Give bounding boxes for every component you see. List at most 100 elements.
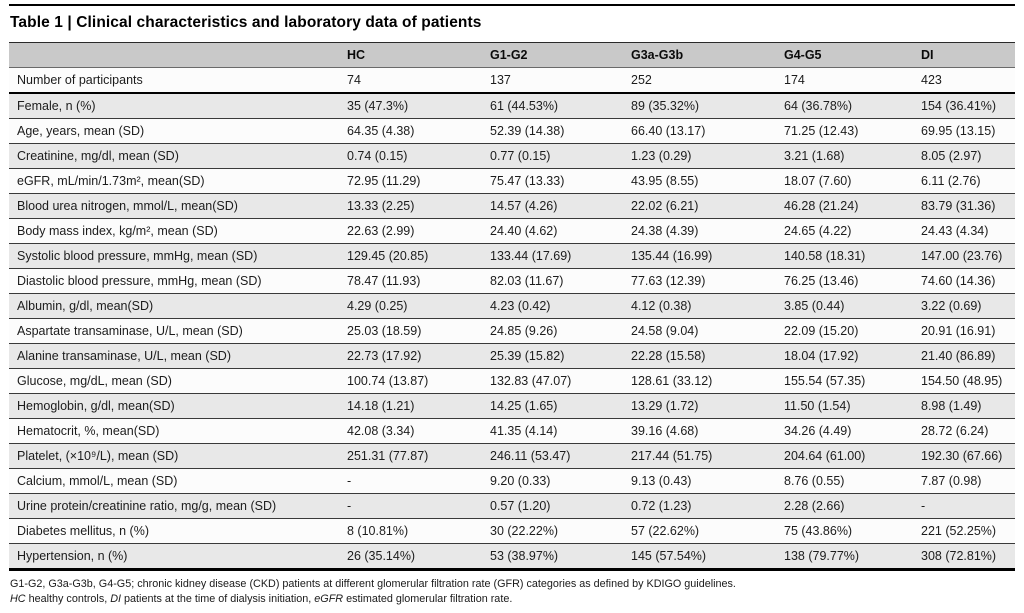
column-header: G1-G2 (482, 42, 623, 68)
data-cell: 22.28 (15.58) (623, 343, 776, 369)
data-cell: 11.50 (1.54) (776, 393, 913, 419)
data-cell: 43.95 (8.55) (623, 168, 776, 194)
data-cell: 133.44 (17.69) (482, 243, 623, 269)
row-label: Aspartate transaminase, U/L, mean (SD) (9, 318, 339, 344)
data-cell: 76.25 (13.46) (776, 268, 913, 294)
header-row: HC G1-G2 G3a-G3b G4-G5 DI (9, 42, 1015, 68)
table-title: Table 1 | Clinical characteristics and l… (10, 14, 482, 31)
data-cell: 8.76 (0.55) (776, 468, 913, 494)
row-label: Diastolic blood pressure, mmHg, mean (SD… (9, 268, 339, 294)
table-row: Glucose, mg/dL, mean (SD) 100.74 (13.87) 1… (9, 368, 1015, 394)
data-cell: 25.39 (15.82) (482, 343, 623, 369)
table-row: Creatinine, mg/dl, mean (SD) 0.74 (0.15) 0… (9, 143, 1015, 169)
data-cell: 14.57 (4.26) (482, 193, 623, 219)
data-cell: 204.64 (61.00) (776, 443, 913, 469)
table-row: Blood urea nitrogen, mmol/L, mean(SD) 13.… (9, 193, 1015, 219)
data-cell: 82.03 (11.67) (482, 268, 623, 294)
column-header-empty (9, 42, 339, 68)
data-cell: 132.83 (47.07) (482, 368, 623, 394)
data-cell: 14.18 (1.21) (339, 393, 482, 419)
row-label: Albumin, g/dl, mean(SD) (9, 293, 339, 319)
data-cell: 221 (52.25%) (913, 518, 1015, 544)
data-cell: 0.74 (0.15) (339, 143, 482, 169)
data-cell: 53 (38.97%) (482, 543, 623, 570)
row-label: Diabetes mellitus, n (%) (9, 518, 339, 544)
data-cell: 25.03 (18.59) (339, 318, 482, 344)
row-label: Creatinine, mg/dl, mean (SD) (9, 143, 339, 169)
column-header: G4-G5 (776, 42, 913, 68)
data-cell: 20.91 (16.91) (913, 318, 1015, 344)
data-cell: 24.40 (4.62) (482, 218, 623, 244)
data-cell: 18.04 (17.92) (776, 343, 913, 369)
footnote-text: patients at the time of dialysis initiat… (121, 593, 315, 606)
data-cell: 147.00 (23.76) (913, 243, 1015, 269)
table-footnotes: G1-G2, G3a-G3b, G4-G5; chronic kidney di… (9, 571, 1015, 607)
column-header: DI (913, 42, 1015, 68)
data-cell: - (339, 468, 482, 494)
table-row: Albumin, g/dl, mean(SD) 4.29 (0.25) 4.23 (… (9, 293, 1015, 319)
data-cell: 35 (47.3%) (339, 92, 482, 119)
row-label: Hemoglobin, g/dl, mean(SD) (9, 393, 339, 419)
table-row: Urine protein/creatinine ratio, mg/g, me… (9, 493, 1015, 519)
row-label: Systolic blood pressure, mmHg, mean (SD) (9, 243, 339, 269)
data-cell: 74.60 (14.36) (913, 268, 1015, 294)
data-cell: 28.72 (6.24) (913, 418, 1015, 444)
table-row: Calcium, mmol/L, mean (SD) -9.20 (0.33) 9.… (9, 468, 1015, 494)
row-label: Hypertension, n (%) (9, 543, 339, 570)
row-label: Calcium, mmol/L, mean (SD) (9, 468, 339, 494)
top-rule-divider (9, 4, 1015, 6)
data-cell: 0.77 (0.15) (482, 143, 623, 169)
data-cell: 8.98 (1.49) (913, 393, 1015, 419)
data-cell: 217.44 (51.75) (623, 443, 776, 469)
data-cell: 72.95 (11.29) (339, 168, 482, 194)
table-body: Number of participants 74 137 252 174 423 Fema… (9, 67, 1015, 570)
footnote-abbreviation: DI (110, 593, 122, 606)
table-row: Platelet, (×10⁹/L), mean (SD) 251.31 (77.… (9, 443, 1015, 469)
table-row: eGFR, mL/min/1.73m², mean(SD) 72.95 (11.2… (9, 168, 1015, 194)
row-label: Urine protein/creatinine ratio, mg/g, me… (9, 493, 339, 519)
data-cell: 26 (35.14%) (339, 543, 482, 570)
data-cell: 75.47 (13.33) (482, 168, 623, 194)
data-cell: 128.61 (33.12) (623, 368, 776, 394)
data-cell: 64 (36.78%) (776, 92, 913, 119)
row-label: Female, n (%) (9, 92, 339, 119)
row-label: Hematocrit, %, mean(SD) (9, 418, 339, 444)
data-cell: 6.11 (2.76) (913, 168, 1015, 194)
data-cell: 52.39 (14.38) (482, 118, 623, 144)
data-cell: 30 (22.22%) (482, 518, 623, 544)
data-cell: 3.21 (1.68) (776, 143, 913, 169)
footnote-text: healthy controls, (25, 593, 111, 606)
data-cell: 64.35 (4.38) (339, 118, 482, 144)
row-label: Blood urea nitrogen, mmol/L, mean(SD) (9, 193, 339, 219)
data-cell: - (913, 493, 1015, 519)
table-row: Hemoglobin, g/dl, mean(SD) 14.18 (1.21) 14… (9, 393, 1015, 419)
column-header: G3a-G3b (623, 42, 776, 68)
data-cell: 3.22 (0.69) (913, 293, 1015, 319)
data-cell: 154.50 (48.95) (913, 368, 1015, 394)
data-cell: 22.73 (17.92) (339, 343, 482, 369)
data-cell: 74 (339, 67, 482, 94)
data-cell: 246.11 (53.47) (482, 443, 623, 469)
table-row: Hematocrit, %, mean(SD) 42.08 (3.34) 41.35… (9, 418, 1015, 444)
row-label: eGFR, mL/min/1.73m², mean(SD) (9, 168, 339, 194)
data-cell: 0.72 (1.23) (623, 493, 776, 519)
data-cell: 61 (44.53%) (482, 92, 623, 119)
data-cell: 41.35 (4.14) (482, 418, 623, 444)
data-cell: 89 (35.32%) (623, 92, 776, 119)
data-cell: 4.12 (0.38) (623, 293, 776, 319)
data-cell: 9.13 (0.43) (623, 468, 776, 494)
table-row: Systolic blood pressure, mmHg, mean (SD)… (9, 243, 1015, 269)
data-cell: 22.09 (15.20) (776, 318, 913, 344)
data-cell: - (339, 493, 482, 519)
data-cell: 137 (482, 67, 623, 94)
data-cell: 3.85 (0.44) (776, 293, 913, 319)
data-cell: 71.25 (12.43) (776, 118, 913, 144)
data-cell: 135.44 (16.99) (623, 243, 776, 269)
data-cell: 77.63 (12.39) (623, 268, 776, 294)
data-cell: 69.95 (13.15) (913, 118, 1015, 144)
data-cell: 252 (623, 67, 776, 94)
footnote-line-2: HC healthy controls, DI patients at the … (10, 592, 1014, 607)
data-cell: 8.05 (2.97) (913, 143, 1015, 169)
data-cell: 34.26 (4.49) (776, 418, 913, 444)
